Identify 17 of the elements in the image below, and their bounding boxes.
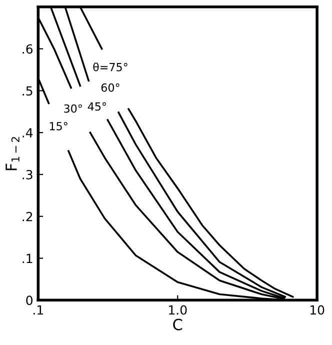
annotation: 30° — [64, 104, 82, 113]
y-tick-label: 0 — [26, 296, 32, 306]
y-tick-label: .5 — [22, 86, 32, 96]
annotation: 45° — [88, 102, 106, 111]
y-tick-label: .1 — [22, 254, 32, 264]
annotation: 15° — [50, 122, 68, 130]
x-tick-label: 10 — [310, 305, 324, 315]
x-tick-label: .1 — [34, 305, 43, 315]
x-axis-title: C — [173, 318, 182, 330]
y-axis-title: F$_{1−2}$ — [6, 137, 20, 170]
x-tick-label: 1.0 — [169, 305, 187, 315]
y-tick-label: .6 — [22, 44, 33, 54]
y-tick-label: .4 — [22, 128, 33, 138]
annotation: 60° — [101, 83, 120, 92]
y-tick-label: .2 — [22, 212, 32, 222]
annotation: θ=75° — [93, 62, 128, 72]
y-tick-label: .3 — [22, 170, 32, 180]
